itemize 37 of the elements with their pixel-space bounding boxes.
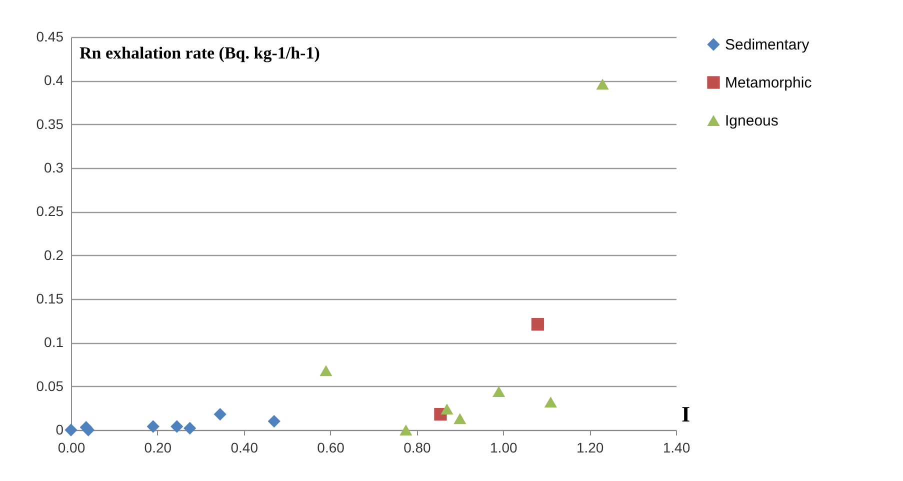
y-tick-label: 0.45 [36, 28, 64, 44]
y-tick-label: 0.1 [44, 334, 64, 350]
y-tick-label: 0.05 [36, 378, 64, 394]
point [64, 424, 78, 436]
y-tick-label: 0.35 [36, 116, 64, 132]
point [214, 408, 226, 421]
point [268, 414, 280, 428]
point [531, 318, 544, 331]
x-tick-label: 0.00 [58, 440, 86, 456]
y-tick-label: 0.15 [36, 290, 64, 306]
point [400, 424, 412, 436]
point [492, 386, 506, 398]
legend-label: Metamorphic [725, 74, 812, 92]
x-tick-label: 0.80 [404, 440, 432, 456]
legend-label: Igneous [725, 112, 778, 130]
x-tick-label: 1.40 [662, 440, 690, 456]
point [170, 420, 184, 433]
x-tick-label: 0.40 [230, 440, 258, 456]
y-tick-label: 0.25 [36, 203, 64, 220]
point [320, 365, 332, 376]
point [454, 413, 466, 424]
x-tick-label: 0.60 [317, 440, 345, 456]
point [440, 404, 454, 415]
point [146, 420, 160, 433]
x-tick-label: 0.20 [144, 440, 172, 456]
point [544, 396, 558, 408]
y-tick-label: 0.2 [44, 246, 64, 263]
y-tick-label: 0 [56, 422, 64, 438]
x-tick-label: 1.20 [576, 440, 604, 456]
x-tick-label: 1.00 [490, 440, 518, 456]
x-axis-title: I [682, 402, 690, 426]
legend-label: Sedimentary [725, 36, 810, 54]
y-tick-label: 0.4 [44, 72, 64, 88]
point [184, 422, 196, 435]
y-axis-title: Rn exhalation rate (Bq. kg-1/h-1) [80, 44, 320, 62]
point [596, 78, 609, 90]
y-tick-label: 0.3 [44, 160, 64, 176]
